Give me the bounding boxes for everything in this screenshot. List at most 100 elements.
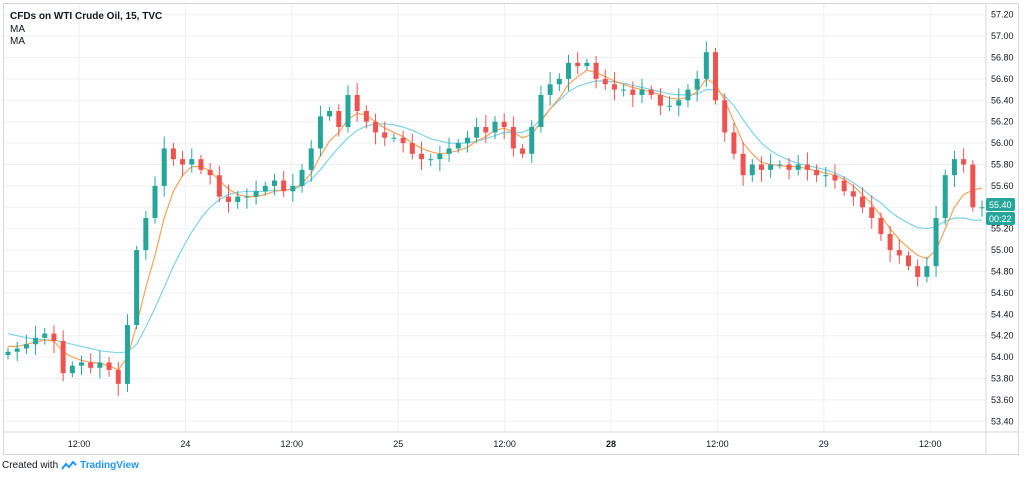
candle-body — [657, 94, 663, 106]
ma-fast-legend[interactable]: MA — [10, 24, 25, 35]
candle-body — [428, 159, 434, 161]
candle-body — [5, 351, 11, 355]
candle-body — [88, 362, 94, 368]
candle-body — [170, 148, 176, 160]
candle-body — [60, 341, 66, 374]
candle-body — [501, 121, 507, 128]
price-chart[interactable]: 57.20 57.00 56.80 56.60 56.40 56.20 56.00 55.80… — [4, 4, 1018, 454]
candle-body — [345, 94, 351, 128]
price-tick-label: 54.80 — [991, 267, 1014, 277]
candle-body — [777, 164, 783, 166]
chart-title: CFDs on WTI Crude Oil, 15, TVC — [10, 11, 163, 22]
candle-body — [115, 369, 121, 384]
price-tick-label: 56.40 — [991, 95, 1014, 105]
candle-body — [961, 159, 967, 165]
candle-body — [492, 121, 498, 133]
candle-body — [354, 94, 360, 111]
price-tick-label: 54.00 — [991, 352, 1014, 362]
candle-body — [271, 180, 277, 186]
time-tick-label: 24 — [180, 439, 190, 449]
candle-body — [915, 266, 921, 277]
candle-body — [400, 137, 406, 144]
candle-body — [106, 362, 112, 370]
candle-body — [832, 175, 838, 181]
candle-body — [814, 169, 820, 176]
countdown-label-bg — [986, 212, 1015, 225]
price-tick-label: 54.20 — [991, 331, 1014, 341]
candle-body — [924, 266, 930, 277]
candle-body — [262, 185, 268, 192]
candle-body — [373, 121, 379, 133]
candle-body — [23, 344, 29, 349]
candle-body — [520, 148, 526, 154]
candle-body — [878, 218, 884, 235]
candle-body — [69, 365, 75, 374]
candle-body — [483, 127, 489, 133]
candle-body — [253, 191, 259, 197]
candle-body — [79, 362, 85, 366]
chart-frame[interactable]: 57.20 57.00 56.80 56.60 56.40 56.20 56.00 55.80… — [3, 3, 1019, 455]
candle-body — [676, 100, 682, 106]
candle-body — [648, 89, 654, 95]
candle-body — [207, 169, 213, 176]
candle-body — [317, 116, 323, 149]
candle-body — [850, 191, 856, 197]
time-tick-label: 12:00 — [919, 439, 942, 449]
time-tick-label: 29 — [819, 439, 829, 449]
candle-body — [547, 84, 553, 95]
candle-body — [290, 185, 296, 192]
candle-body — [14, 348, 20, 352]
candle-body — [529, 127, 535, 154]
time-tick-label: 28 — [606, 439, 616, 449]
candle-body — [685, 89, 691, 101]
candle-body — [896, 250, 902, 256]
candle-body — [731, 132, 737, 154]
last-price-label: 55.40 — [989, 200, 1012, 210]
candle-body — [768, 164, 774, 170]
price-tick-label: 53.60 — [991, 395, 1014, 405]
candle-body — [180, 159, 186, 165]
candle-body — [758, 164, 764, 170]
candle-body — [216, 175, 222, 197]
candle-body — [584, 62, 590, 67]
time-axis: 12:00 24 12:00 25 12:00 28 12:00 29 12:00 — [68, 439, 942, 449]
candle-body — [749, 164, 755, 176]
candle-body — [639, 89, 645, 95]
candle-body — [161, 148, 167, 186]
tradingview-logo-icon — [61, 460, 77, 470]
price-tick-label: 56.00 — [991, 138, 1014, 148]
candle-body — [942, 175, 948, 218]
candle-body — [42, 333, 48, 338]
candle-body — [124, 325, 130, 384]
candle-body — [575, 62, 581, 67]
candles-layer — [5, 41, 985, 396]
candle-body — [602, 78, 608, 85]
price-tick-label: 56.20 — [991, 117, 1014, 127]
candle-body — [860, 196, 866, 208]
candle-body — [630, 89, 636, 95]
candle-body — [308, 148, 314, 170]
price-tick-label: 56.80 — [991, 53, 1014, 63]
candle-body — [134, 250, 140, 325]
time-tick-label: 12:00 — [706, 439, 729, 449]
candle-body — [33, 337, 39, 345]
time-tick-label: 12:00 — [281, 439, 304, 449]
candle-body — [299, 169, 305, 186]
candle-body — [869, 207, 875, 218]
candle-body — [841, 180, 847, 192]
candle-body — [970, 164, 976, 208]
price-tick-label: 56.60 — [991, 74, 1014, 84]
candle-body — [51, 333, 57, 342]
candle-body — [437, 153, 443, 160]
tradingview-link[interactable]: TradingView — [80, 460, 139, 471]
price-tick-label: 54.40 — [991, 309, 1014, 319]
ma-slow-legend[interactable]: MA — [10, 36, 25, 47]
candle-body — [593, 62, 599, 79]
last-price-label-bg — [986, 198, 1015, 211]
candle-body — [694, 78, 700, 90]
candle-body — [510, 127, 516, 149]
candle-body — [97, 362, 103, 368]
candle-body — [143, 218, 149, 251]
ma-fast-layer — [8, 69, 983, 371]
candle-body — [823, 175, 829, 177]
